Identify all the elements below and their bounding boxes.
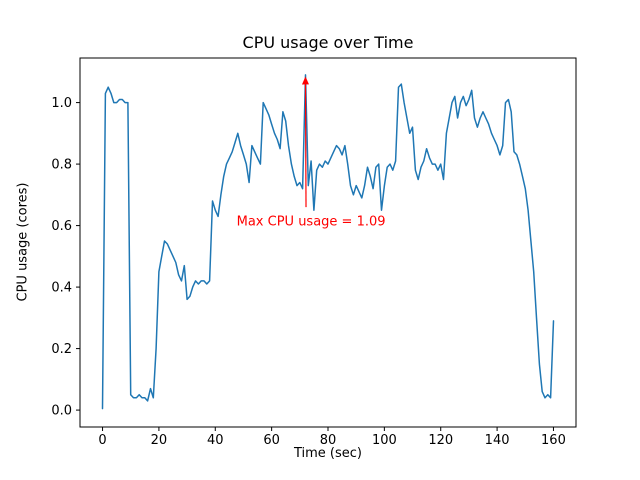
x-tick-label: 0 [98,433,106,448]
x-tick-label: 120 [428,433,453,448]
x-tick-label: 80 [320,433,337,448]
y-tick-label: 0.2 [51,342,72,357]
x-tick-label: 20 [151,433,168,448]
y-axis-label: CPU usage (cores) [15,182,31,302]
chart-title: CPU usage over Time [242,33,414,52]
y-tick-label: 0.4 [51,281,72,296]
y-tick-label: 0.8 [51,158,72,173]
x-tick-label: 60 [263,433,280,448]
max-annotation-arrow-shaft [304,84,307,208]
cpu-usage-line [101,74,555,410]
max-annotation-text: Max CPU usage = 1.09 [237,215,386,230]
x-tick-label: 160 [541,433,566,448]
x-tick-label: 100 [372,433,397,448]
y-tick-label: 0.0 [51,404,72,419]
x-tick-label: 140 [485,433,510,448]
max-annotation-arrow-head [301,76,309,85]
y-tick-label: 1.0 [51,96,72,111]
x-axis-label: Time (sec) [293,446,362,461]
x-tick-label: 40 [207,433,224,448]
y-tick-label: 0.6 [51,219,72,234]
